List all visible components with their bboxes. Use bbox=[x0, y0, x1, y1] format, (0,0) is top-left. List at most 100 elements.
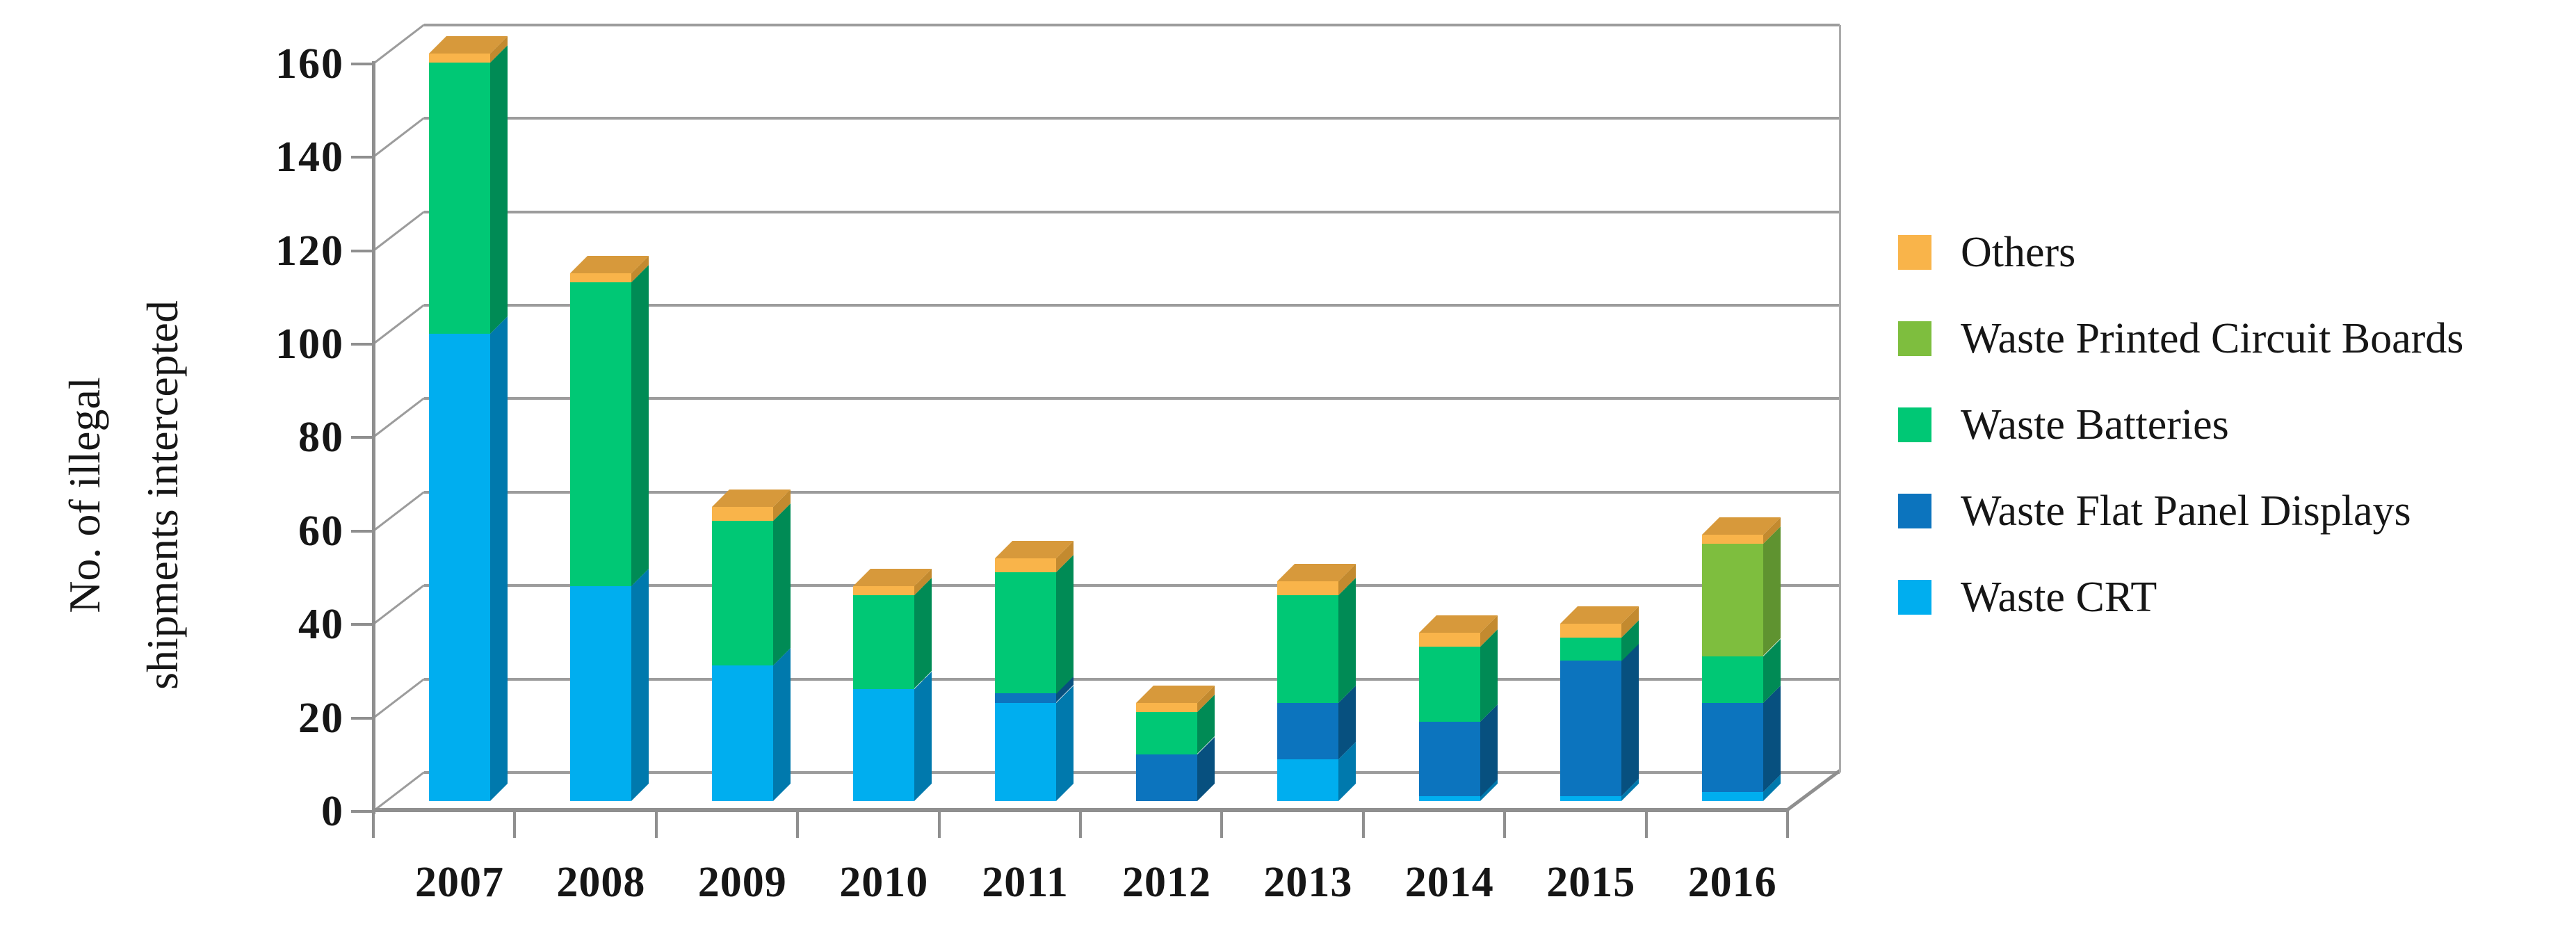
x-category-label: 2007 bbox=[415, 859, 504, 906]
gridline bbox=[424, 677, 1840, 681]
legend-swatch bbox=[1898, 580, 1931, 615]
wall-gridline-stub bbox=[373, 117, 425, 158]
wall-gridline-stub bbox=[373, 584, 425, 625]
bar-segment bbox=[994, 693, 1056, 703]
bar-segment bbox=[1560, 796, 1622, 801]
bar-segment bbox=[1136, 754, 1197, 801]
y-tick-label: 0 bbox=[321, 788, 344, 835]
bar-segment bbox=[429, 334, 490, 801]
gridline bbox=[424, 117, 1840, 120]
bar-segment bbox=[1418, 647, 1480, 722]
bar-segment bbox=[429, 63, 490, 334]
y-tick-label: 120 bbox=[275, 227, 344, 275]
bar-segment-side bbox=[1763, 526, 1781, 656]
x-category-label: 2010 bbox=[839, 859, 929, 906]
bar-segment-side bbox=[772, 503, 791, 666]
gridline bbox=[424, 771, 1840, 774]
bar-segment-side bbox=[490, 316, 508, 801]
y-axis-line bbox=[372, 60, 375, 814]
bar-segment bbox=[1277, 759, 1339, 801]
bar-segment-side bbox=[1055, 554, 1074, 694]
y-tick-label: 100 bbox=[275, 321, 344, 368]
bar-segment-side bbox=[772, 648, 791, 801]
bar-segment bbox=[711, 506, 773, 521]
bar-segment bbox=[853, 688, 915, 801]
y-axis-tick bbox=[351, 156, 373, 159]
x-axis-tick bbox=[1361, 809, 1365, 838]
gridline bbox=[424, 210, 1840, 213]
legend-label: Others bbox=[1961, 229, 2076, 276]
legend-label: Waste Flat Panel Displays bbox=[1961, 487, 2411, 535]
gridline bbox=[424, 397, 1840, 401]
wall-gridline-stub bbox=[373, 24, 425, 65]
bar-segment bbox=[1701, 791, 1763, 801]
legend-swatch bbox=[1898, 321, 1931, 356]
y-axis-title-line2: shipments intercepted bbox=[138, 300, 187, 690]
bar-segment bbox=[1277, 581, 1339, 596]
bar-segment bbox=[570, 273, 632, 283]
y-tick-label: 160 bbox=[275, 40, 344, 88]
bar-segment bbox=[1136, 702, 1197, 713]
x-axis-tick bbox=[796, 809, 800, 838]
y-axis-tick bbox=[351, 343, 373, 346]
wall-gridline-stub bbox=[373, 304, 425, 345]
bar-segment bbox=[1560, 623, 1622, 638]
bar-segment bbox=[1418, 721, 1480, 797]
bar-segment bbox=[1701, 656, 1763, 703]
y-axis-tick bbox=[351, 716, 373, 720]
bar-segment-side bbox=[1763, 685, 1781, 792]
gridline bbox=[424, 584, 1840, 588]
x-category-label: 2016 bbox=[1687, 859, 1777, 906]
bar-segment bbox=[711, 520, 773, 666]
legend-label: Waste CRT bbox=[1961, 574, 2157, 621]
y-tick-label: 20 bbox=[298, 694, 344, 742]
bar-segment bbox=[1560, 637, 1622, 661]
y-axis-tick bbox=[351, 436, 373, 439]
x-axis-tick bbox=[1644, 809, 1648, 838]
legend-label: Waste Batteries bbox=[1961, 401, 2229, 448]
gridline bbox=[424, 490, 1840, 494]
bar-segment bbox=[711, 665, 773, 801]
x-axis-tick bbox=[1220, 809, 1224, 838]
y-axis-title-line1: No. of illegal bbox=[60, 377, 109, 613]
bar-segment bbox=[994, 702, 1056, 801]
bar-segment-side bbox=[631, 568, 649, 801]
back-wall-right-edge bbox=[1839, 24, 1841, 773]
y-tick-label: 40 bbox=[298, 601, 344, 649]
bar-segment bbox=[1277, 595, 1339, 703]
x-category-label: 2008 bbox=[556, 859, 646, 906]
x-category-label: 2015 bbox=[1546, 859, 1636, 906]
bar-segment-side bbox=[1338, 578, 1356, 703]
bar-segment bbox=[1418, 633, 1480, 647]
bar-segment-side bbox=[490, 45, 508, 334]
x-axis-tick bbox=[654, 809, 658, 838]
bar-segment bbox=[1701, 534, 1763, 544]
wall-gridline-stub bbox=[373, 397, 425, 439]
bar-segment bbox=[853, 595, 915, 689]
bar-segment-side bbox=[914, 578, 932, 689]
bar-segment-side bbox=[1621, 643, 1639, 797]
x-axis-tick bbox=[1079, 809, 1082, 838]
x-category-label: 2014 bbox=[1404, 859, 1494, 906]
y-axis-tick bbox=[351, 249, 373, 252]
x-category-label: 2013 bbox=[1263, 859, 1353, 906]
bar-segment bbox=[853, 585, 915, 596]
bar-segment bbox=[994, 572, 1056, 694]
bar-segment bbox=[570, 282, 632, 586]
y-axis-tick bbox=[351, 623, 373, 626]
x-category-label: 2012 bbox=[1122, 859, 1211, 906]
gridline bbox=[424, 23, 1840, 26]
x-category-label: 2011 bbox=[982, 859, 1069, 906]
y-axis-tick bbox=[351, 810, 373, 813]
legend-swatch bbox=[1898, 494, 1931, 528]
bar-segment bbox=[1701, 544, 1763, 656]
y-axis-tick bbox=[351, 529, 373, 533]
y-tick-label: 60 bbox=[298, 507, 344, 555]
x-axis-tick bbox=[372, 809, 375, 838]
legend-swatch bbox=[1898, 407, 1931, 442]
wall-gridline-stub bbox=[373, 677, 425, 719]
y-axis-tick bbox=[351, 62, 373, 65]
legend-swatch bbox=[1898, 235, 1931, 270]
wall-gridline-stub bbox=[373, 491, 425, 532]
